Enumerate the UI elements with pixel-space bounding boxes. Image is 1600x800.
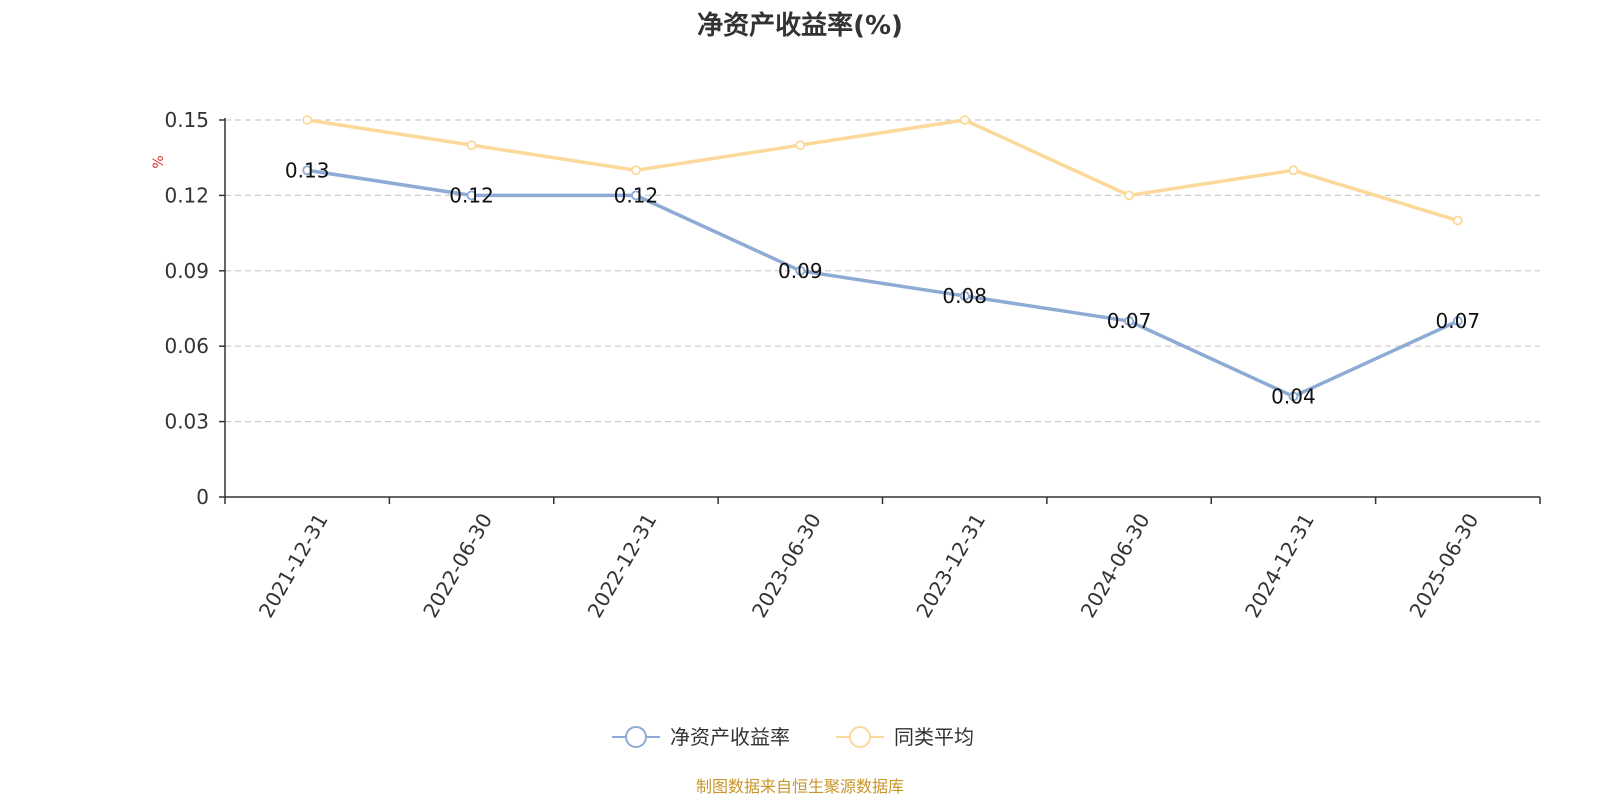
legend-circle-icon (849, 726, 871, 748)
legend-label: 净资产收益率 (670, 725, 790, 749)
data-point[interactable] (1288, 165, 1299, 176)
y-axis-unit: % (151, 155, 167, 168)
y-tick-label: 0.03 (164, 410, 209, 434)
x-tick-label: 2022-06-30 (418, 509, 497, 622)
series-line-1 (306, 118, 1459, 223)
y-tick-label: 0.12 (164, 183, 209, 207)
data-source-note: 制图数据来自恒生聚源数据库 (696, 777, 904, 796)
series-line-0 (306, 168, 1459, 399)
legend-item-1[interactable]: 同类平均 (836, 725, 974, 749)
y-tick-label: 0.15 (164, 108, 209, 132)
data-point[interactable] (302, 165, 313, 176)
data-label: 0.09 (778, 259, 823, 283)
x-tick-label: 2024-12-31 (1240, 509, 1319, 622)
data-point[interactable] (1124, 190, 1134, 201)
series-lines (302, 115, 1463, 402)
data-point[interactable] (959, 291, 970, 301)
chart-title: 净资产收益率(%) (697, 10, 903, 41)
legend-label: 同类平均 (894, 725, 974, 749)
data-point[interactable] (1124, 316, 1134, 326)
data-label: 0.04 (1271, 384, 1316, 408)
data-labels: 0.13 0.12 0.12 0.09 0.08 0.07 0.04 0.07 (285, 158, 1480, 408)
x-tick-label: 2023-12-31 (911, 509, 990, 622)
data-label: 0.13 (285, 158, 330, 182)
data-point[interactable] (631, 190, 641, 201)
y-tick-label: 0 (196, 485, 209, 509)
data-label: 0.07 (1107, 309, 1152, 333)
x-tick-label: 2023-06-30 (747, 509, 826, 622)
data-point[interactable] (1288, 391, 1299, 402)
x-tick-label: 2022-12-31 (583, 509, 662, 622)
y-tick-label: 0.06 (164, 334, 209, 358)
axes: 0 0.03 0.06 0.09 0.12 0.15 2021-12-31 2022-06-3… (164, 108, 1541, 622)
data-label: 0.12 (614, 183, 659, 207)
x-tick-label: 2024-06-30 (1076, 509, 1155, 622)
data-point[interactable] (466, 190, 477, 201)
data-point[interactable] (1452, 316, 1463, 326)
data-label: 0.07 (1436, 309, 1481, 333)
y-tick-label: 0.09 (164, 259, 209, 283)
data-point[interactable] (631, 165, 641, 176)
data-point[interactable] (795, 265, 806, 276)
data-point[interactable] (795, 140, 806, 151)
grid-lines (225, 119, 1540, 423)
data-label: 0.08 (942, 284, 987, 308)
data-label: 0.12 (449, 183, 494, 207)
data-point[interactable] (302, 115, 313, 125)
legend-item-0[interactable]: 净资产收益率 (612, 725, 790, 749)
data-point[interactable] (466, 140, 477, 151)
x-tick-label: 2025-06-30 (1404, 509, 1483, 622)
x-tick-label: 2021-12-31 (254, 509, 333, 622)
data-point[interactable] (1452, 215, 1463, 226)
legend-circle-icon (625, 726, 647, 748)
data-point[interactable] (959, 115, 970, 125)
legend[interactable]: 净资产收益率 同类平均 (612, 725, 974, 749)
